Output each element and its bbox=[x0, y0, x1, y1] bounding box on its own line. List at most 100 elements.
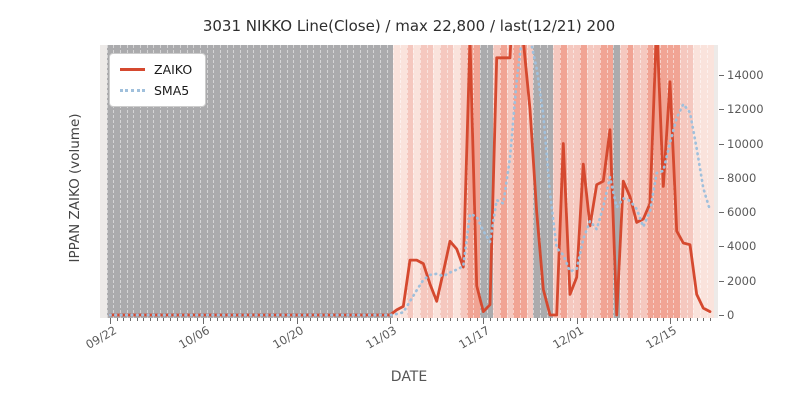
x-tick-mark-minor bbox=[510, 318, 511, 321]
x-tick-label: 10/06 bbox=[176, 323, 213, 352]
y-tick-mark bbox=[719, 280, 724, 282]
x-tick-mark-minor bbox=[323, 318, 325, 321]
x-tick-mark-minor bbox=[256, 318, 258, 321]
y-tick-label: 8000 bbox=[727, 170, 757, 185]
day-column bbox=[586, 45, 595, 318]
day-column bbox=[180, 45, 188, 318]
day-column bbox=[173, 45, 181, 318]
legend: ZAIKO SMA5 bbox=[109, 53, 207, 107]
x-tick-mark-minor bbox=[443, 318, 445, 321]
day-column bbox=[573, 45, 581, 318]
x-tick-mark-minor bbox=[583, 318, 585, 321]
x-tick-mark-minor bbox=[690, 318, 691, 321]
x-tick-mark-minor bbox=[623, 318, 625, 321]
day-column bbox=[326, 45, 335, 318]
day-column bbox=[706, 45, 715, 318]
day-column bbox=[453, 45, 461, 318]
y-tick-label: 4000 bbox=[727, 239, 757, 254]
x-tick-mark-major bbox=[483, 318, 485, 324]
day-column bbox=[406, 45, 415, 318]
x-tick-label: 09/22 bbox=[83, 323, 119, 352]
day-column bbox=[500, 45, 508, 318]
x-tick-mark-major bbox=[110, 318, 111, 324]
x-tick-mark-minor bbox=[650, 318, 651, 321]
x-tick-mark-minor bbox=[676, 318, 678, 321]
x-tick-mark-minor bbox=[343, 318, 345, 321]
line-series-layer bbox=[108, 45, 712, 317]
day-column bbox=[693, 45, 701, 318]
day-column bbox=[306, 45, 315, 318]
x-tick-mark-minor bbox=[263, 318, 265, 321]
day-column bbox=[373, 45, 381, 318]
x-tick-mark-minor bbox=[683, 318, 685, 321]
day-column bbox=[633, 45, 641, 318]
day-column bbox=[320, 45, 328, 318]
x-tick-mark-minor bbox=[243, 318, 245, 321]
x-tick-mark-minor bbox=[136, 318, 138, 321]
day-column bbox=[200, 45, 208, 318]
x-tick-mark-minor bbox=[316, 318, 318, 321]
day-column bbox=[186, 45, 195, 318]
day-column bbox=[193, 45, 201, 318]
x-tick-mark-minor bbox=[176, 318, 178, 321]
x-tick-mark-minor bbox=[310, 318, 311, 321]
day-column bbox=[313, 45, 321, 318]
x-tick-mark-major bbox=[203, 318, 205, 324]
day-column bbox=[160, 45, 168, 318]
x-tick-mark-minor bbox=[116, 318, 118, 321]
day-column bbox=[393, 45, 401, 318]
x-tick-mark-minor bbox=[656, 318, 658, 321]
x-tick-mark-minor bbox=[143, 318, 145, 321]
day-column bbox=[206, 45, 215, 318]
x-tick-mark-minor bbox=[276, 318, 278, 321]
day-column bbox=[626, 45, 635, 318]
x-tick-mark-minor bbox=[156, 318, 158, 321]
plot-area: ZAIKO SMA5 bbox=[100, 45, 718, 318]
x-tick-mark-minor bbox=[476, 318, 478, 321]
x-tick-mark-minor bbox=[223, 318, 225, 321]
x-tick-mark-minor bbox=[523, 318, 525, 321]
y-tick-label: 14000 bbox=[727, 67, 764, 82]
day-column bbox=[213, 45, 221, 318]
x-tick-mark-major bbox=[576, 318, 578, 324]
y-axis-label: IPPAN ZAIKO (volume) bbox=[67, 113, 83, 263]
day-column bbox=[666, 45, 675, 318]
day-column bbox=[120, 45, 128, 318]
day-column bbox=[546, 45, 555, 318]
x-tick-mark-minor bbox=[436, 318, 438, 321]
day-column bbox=[280, 45, 288, 318]
day-column bbox=[426, 45, 435, 318]
x-tick-mark-minor bbox=[210, 318, 211, 321]
day-column bbox=[540, 45, 548, 318]
x-tick-mark-minor bbox=[283, 318, 285, 321]
day-column bbox=[700, 45, 708, 318]
day-column bbox=[640, 45, 648, 318]
x-tick-mark-minor bbox=[496, 318, 498, 321]
y-tick-label: 2000 bbox=[727, 273, 757, 288]
x-tick-mark-minor bbox=[570, 318, 571, 321]
day-column bbox=[380, 45, 388, 318]
x-tick-mark-minor bbox=[530, 318, 531, 321]
day-column bbox=[440, 45, 448, 318]
x-tick-mark-minor bbox=[376, 318, 378, 321]
day-column bbox=[253, 45, 261, 318]
x-tick-mark-minor bbox=[216, 318, 218, 321]
sma5-line-swatch bbox=[120, 89, 145, 92]
legend-item-sma5: SMA5 bbox=[120, 83, 192, 98]
day-column bbox=[226, 45, 235, 318]
x-tick-mark-minor bbox=[456, 318, 458, 321]
x-tick-mark-minor bbox=[463, 318, 465, 321]
x-tick-mark-minor bbox=[663, 318, 665, 321]
day-column bbox=[260, 45, 268, 318]
day-column bbox=[360, 45, 368, 318]
x-tick-mark-minor bbox=[396, 318, 398, 321]
x-tick-mark-minor bbox=[230, 318, 231, 321]
day-column bbox=[106, 45, 115, 318]
x-tick-mark-minor bbox=[356, 318, 358, 321]
legend-item-label: ZAIKO bbox=[154, 62, 193, 77]
y-tick-mark bbox=[719, 212, 724, 214]
x-tick-mark-minor bbox=[416, 318, 418, 321]
day-column bbox=[613, 45, 621, 318]
y-tick-mark bbox=[719, 315, 724, 316]
x-tick-mark-minor bbox=[610, 318, 611, 321]
